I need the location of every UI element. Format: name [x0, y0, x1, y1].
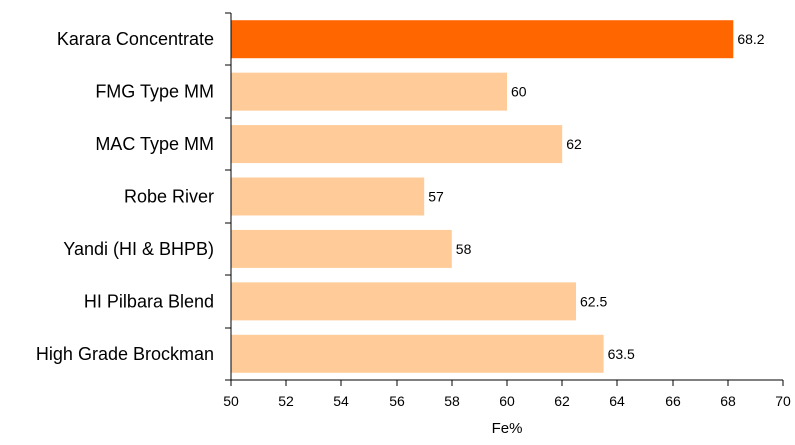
data-label: 57: [428, 189, 444, 205]
category-label: FMG Type MM: [95, 82, 214, 102]
bar-3: [231, 177, 425, 216]
bar-2: [231, 125, 563, 164]
x-tick-label: 56: [389, 393, 405, 409]
category-label: HI Pilbara Blend: [84, 291, 214, 311]
category-label: Robe River: [124, 187, 214, 207]
bar-5: [231, 282, 576, 321]
x-tick-label: 66: [665, 393, 681, 409]
bars-layer: [231, 20, 734, 373]
labels-layer: Karara Concentrate 68.2 FMG Type MM 60 MAC T…: [36, 29, 791, 437]
bar-6: [231, 334, 604, 373]
data-label: 60: [511, 84, 527, 100]
category-label: Karara Concentrate: [57, 29, 214, 49]
data-label: 58: [456, 241, 472, 257]
category-label: High Grade Brockman: [36, 344, 214, 364]
x-tick-label: 62: [554, 393, 570, 409]
data-label: 68.2: [737, 31, 764, 47]
x-tick-label: 54: [333, 393, 349, 409]
x-tick-label: 70: [775, 393, 791, 409]
category-label: Yandi (HI & BHPB): [63, 239, 214, 259]
x-tick-label: 50: [223, 393, 239, 409]
x-tick-label: 64: [609, 393, 625, 409]
x-tick-label: 58: [444, 393, 460, 409]
x-axis-title: Fe%: [492, 420, 523, 437]
bar-4: [231, 229, 452, 268]
bar-0: [231, 20, 734, 59]
data-label: 62: [566, 136, 582, 152]
x-tick-label: 60: [499, 393, 515, 409]
axes-layer: [225, 12, 784, 386]
category-label: MAC Type MM: [95, 134, 214, 154]
bar-1: [231, 72, 507, 111]
data-label: 63.5: [608, 346, 635, 362]
data-label: 62.5: [580, 293, 607, 309]
x-tick-label: 52: [278, 393, 294, 409]
x-tick-label: 68: [720, 393, 736, 409]
